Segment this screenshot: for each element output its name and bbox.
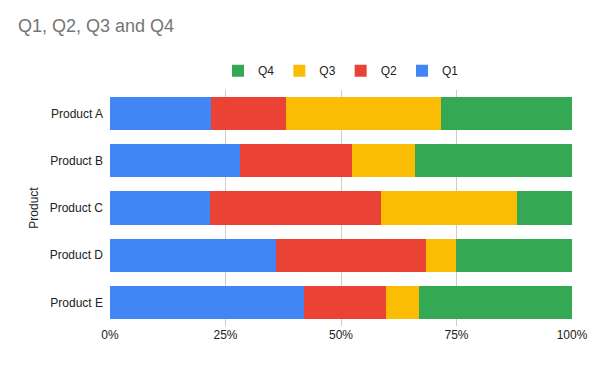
svg-text:Q1: Q1 (442, 64, 458, 78)
svg-text:Product B: Product B (50, 154, 103, 168)
svg-text:Q4: Q4 (258, 64, 274, 78)
svg-text:Q2: Q2 (381, 64, 397, 78)
svg-text:75%: 75% (444, 328, 468, 342)
svg-text:25%: 25% (213, 328, 237, 342)
svg-text:Product: Product (27, 187, 41, 229)
svg-text:Q3: Q3 (319, 64, 335, 78)
svg-text:100%: 100% (557, 328, 588, 342)
svg-text:Q1, Q2, Q3 and Q4: Q1, Q2, Q3 and Q4 (18, 16, 174, 36)
svg-text:Product A: Product A (51, 107, 103, 121)
svg-text:0%: 0% (101, 328, 119, 342)
svg-text:Product D: Product D (50, 248, 104, 262)
svg-text:Product C: Product C (50, 201, 104, 215)
svg-text:Product E: Product E (50, 296, 103, 310)
svg-text:50%: 50% (329, 328, 353, 342)
